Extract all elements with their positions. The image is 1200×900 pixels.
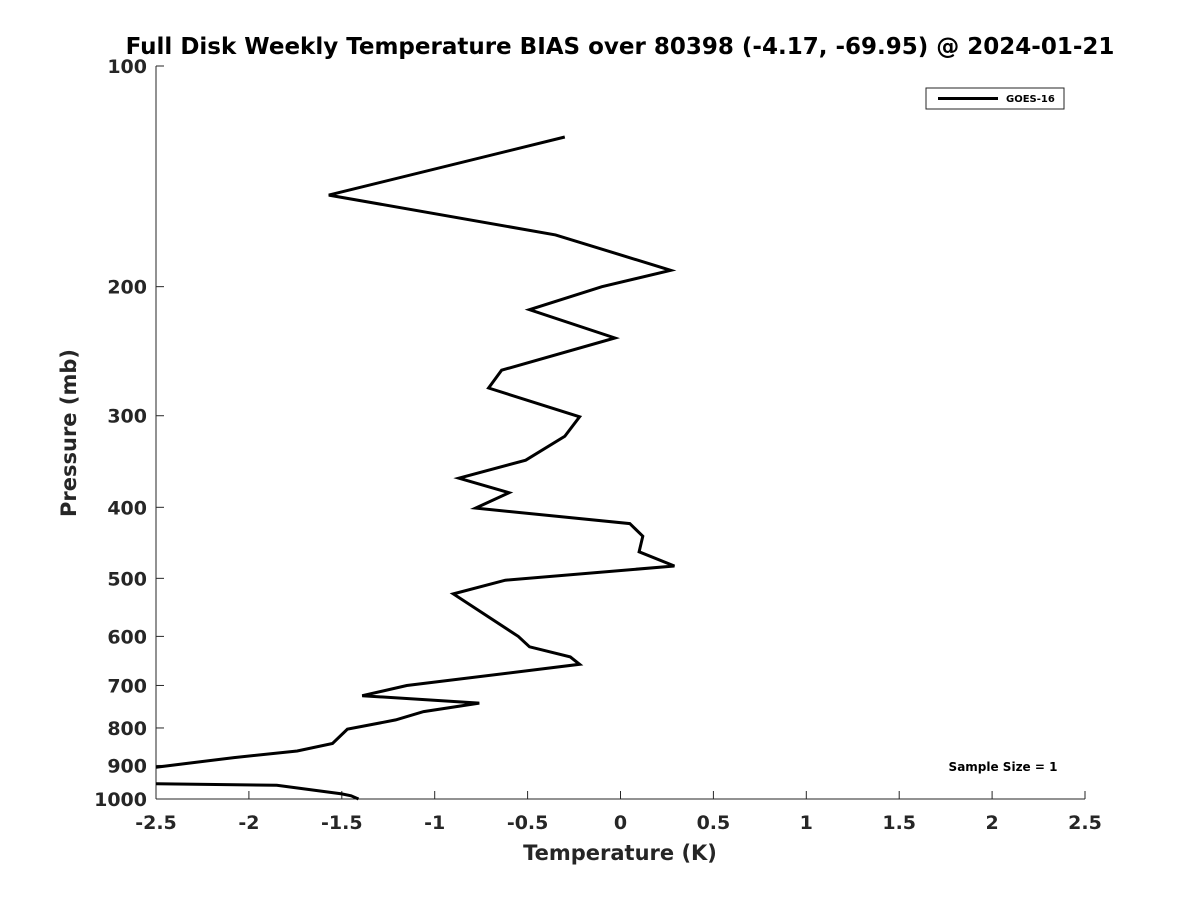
x-tick-label: 0 <box>614 812 627 834</box>
x-tick-label: 1 <box>800 812 813 834</box>
plot-background <box>156 66 1085 799</box>
sample-size-annotation: Sample Size = 1 <box>949 760 1058 774</box>
y-tick-label: 600 <box>107 626 147 648</box>
series-line-goes-16 <box>155 135 677 801</box>
y-tick-label: 1000 <box>94 789 147 811</box>
x-tick-label: 0.5 <box>697 812 731 834</box>
x-axis-ticks: -2.5 -2 -1.5 -1 -0.5 0 0.5 1 1.5 2 2.5 <box>135 791 1102 834</box>
x-tick-label: 2 <box>985 812 998 834</box>
y-tick-label: 100 <box>107 56 147 78</box>
x-tick-label: -2 <box>238 812 259 834</box>
y-tick-label: 800 <box>107 718 147 740</box>
x-tick-label: -2.5 <box>135 812 177 834</box>
x-tick-label: -1.5 <box>321 812 363 834</box>
y-tick-label: 900 <box>107 755 147 777</box>
y-tick-label: 700 <box>107 675 147 697</box>
legend-label-goes-16: GOES-16 <box>1006 94 1055 105</box>
plot-area <box>155 66 1085 800</box>
y-tick-label: 500 <box>107 568 147 590</box>
y-axis-label: Pressure (mb) <box>57 349 81 517</box>
x-tick-label: 2.5 <box>1068 812 1102 834</box>
y-tick-label: 400 <box>107 497 147 519</box>
y-tick-label: 200 <box>107 277 147 299</box>
series-layer <box>155 135 677 801</box>
y-tick-label: 300 <box>107 406 147 428</box>
chart-title: Full Disk Weekly Temperature BIAS over 8… <box>126 34 1115 60</box>
x-axis-label: Temperature (K) <box>523 841 717 865</box>
x-tick-label: 1.5 <box>882 812 916 834</box>
legend: GOES-16 <box>925 87 1065 110</box>
x-tick-label: -0.5 <box>507 812 549 834</box>
y-axis-ticks: 100 200 300 400 500 600 700 800 900 1000 <box>94 56 164 811</box>
x-tick-label: -1 <box>424 812 445 834</box>
